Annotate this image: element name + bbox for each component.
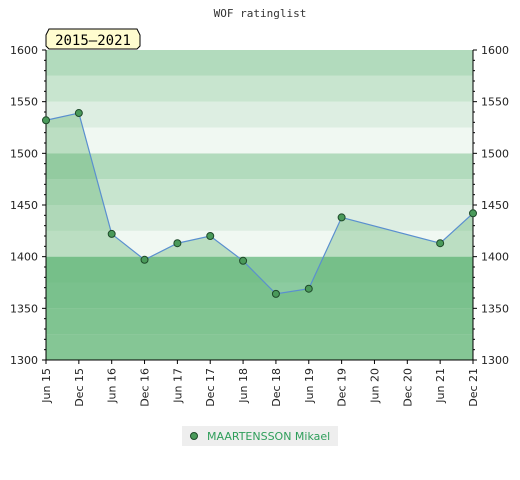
y-tick-label: 1350	[481, 302, 509, 315]
background-band	[46, 205, 473, 231]
x-tick-label: Dec 19	[336, 368, 349, 407]
series-line	[45, 112, 474, 295]
legend: MAARTENSSON Mikael	[182, 426, 338, 446]
y-tick-label: 1550	[481, 96, 509, 109]
y-tick-label: 1350	[10, 302, 38, 315]
data-point	[436, 239, 445, 248]
background-band	[46, 101, 473, 128]
y-tick-label: 1500	[10, 147, 38, 160]
data-point	[304, 284, 313, 293]
x-tick-label: Dec 16	[139, 368, 152, 407]
background-band	[46, 282, 473, 309]
y-tick-label: 1600	[481, 44, 509, 57]
background-band	[46, 127, 473, 154]
data-point	[107, 229, 116, 238]
legend-marker-icon	[190, 432, 198, 440]
background-band	[46, 179, 473, 205]
y-tick-label: 1450	[481, 199, 509, 212]
background-band	[46, 153, 473, 180]
data-point	[469, 209, 477, 218]
x-tick-label: Jun 16	[106, 368, 119, 404]
data-point	[74, 109, 83, 118]
legend-box	[182, 426, 338, 446]
x-tick-label: Jun 18	[237, 368, 250, 404]
background-band	[46, 230, 473, 257]
y-axis-right: 1300 1350 1400 1450 1500 1550 1600	[473, 44, 509, 367]
background-band	[46, 308, 473, 335]
x-tick-label: Jun 19	[303, 368, 316, 404]
data-point	[337, 213, 346, 222]
background-bands	[46, 50, 473, 360]
y-tick-label: 1550	[10, 96, 38, 109]
data-point	[239, 256, 248, 265]
x-tick-label: Dec 15	[73, 368, 86, 407]
series-area	[46, 113, 473, 361]
period-label: 2015–2021	[55, 33, 131, 49]
y-tick-label: 1450	[10, 199, 38, 212]
x-tick-label: Jun 21	[434, 368, 447, 404]
x-tick-label: Jun 15	[40, 368, 53, 404]
data-point	[271, 289, 280, 298]
background-band	[46, 50, 473, 76]
background-band	[46, 256, 473, 283]
x-axis: Jun 15 Dec 15 Jun 16 Dec 16 Jun 17 Dec 17 Jun …	[40, 360, 480, 407]
y-tick-label: 1300	[10, 354, 38, 367]
period-badge-box	[45, 28, 141, 50]
data-point	[42, 116, 50, 125]
rating-area	[46, 113, 473, 361]
x-tick-label: Dec 18	[270, 368, 283, 407]
y-axis-left: 1300 1350 1400 1450 1500 1550 1600	[10, 44, 46, 367]
y-tick-label: 1400	[481, 251, 509, 264]
x-tick-label: Dec 17	[204, 368, 217, 407]
rating-line	[45, 112, 474, 295]
background-band	[46, 75, 473, 102]
x-tick-label: Jun 17	[171, 368, 184, 404]
chart-title: WOF ratinglist	[214, 7, 307, 20]
data-point	[173, 239, 182, 248]
data-point	[206, 232, 215, 240]
y-tick-label: 1500	[481, 147, 509, 160]
y-tick-label: 1400	[10, 251, 38, 264]
y-tick-label: 1300	[481, 354, 509, 367]
data-point	[140, 255, 149, 264]
x-tick-label: Jun 20	[368, 368, 381, 404]
x-tick-label: Dec 21	[467, 368, 480, 407]
rating-markers	[42, 109, 477, 298]
x-tick-label: Dec 20	[401, 368, 414, 407]
legend-series-name: MAARTENSSON Mikael	[207, 430, 330, 443]
background-band	[46, 334, 473, 360]
period-badge: 2015–2021	[45, 28, 141, 50]
y-tick-label: 1600	[10, 44, 38, 57]
